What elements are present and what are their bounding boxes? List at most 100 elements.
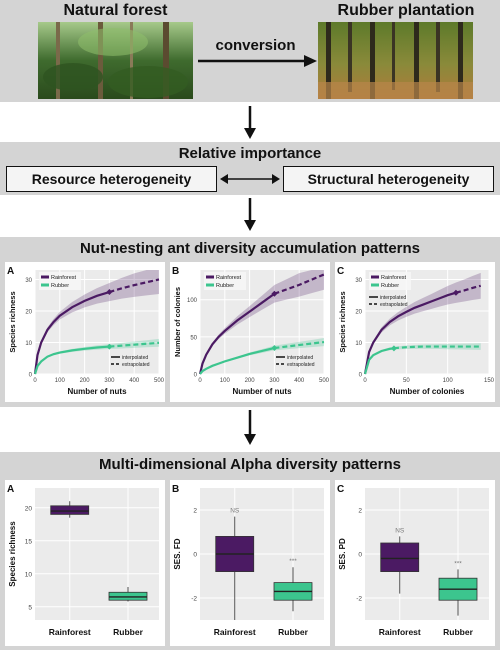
double-arrow [220,174,280,184]
panel-letter: A [7,484,14,495]
interpolated-line-rubber [199,346,275,375]
y-tick-label: 0 [358,552,362,559]
ci-band-rainforest [365,272,481,374]
x-axis-label: Number of colonies [390,387,465,396]
down-arrow-2 [244,198,256,231]
y-tick-label: 2 [193,508,197,515]
structural-heterogeneity-label: Structural heterogeneity [307,171,470,187]
interpolated-line-rubber [363,347,395,375]
y-axis-label: Number of colonies [173,287,182,357]
category-label-rubber: Rubber [113,627,143,637]
panel-letter: B [172,266,179,277]
legend-label-rainforest: Rainforest [381,275,407,281]
interpolated-line-rainforest [363,291,457,375]
y-tick-label: 0 [194,373,198,379]
observed-point-rubber [106,343,113,350]
extrapolated-line-rainforest [109,278,160,294]
significance-rubber: *** [289,558,297,565]
y-tick-label: 10 [25,341,32,347]
conversion-label: conversion [215,37,296,54]
x-tick-label: 400 [129,378,140,384]
x-tick-label: 0 [363,378,367,384]
extrapolated-line-rubber [393,345,481,350]
conversion-arrow [198,55,317,67]
accumulation-chart-a: 0 10 20 30 0 100 200 300 400 500 Rainforest Rubber i… [5,262,165,402]
x-tick-label: 400 [294,378,305,384]
legend-box [204,272,246,290]
alpha-chart-c-svg: -2 0 2 Rainforest NS Rubber *** C SES. PD [337,484,489,637]
structural-heterogeneity-box: Structural heterogeneity [283,166,494,192]
observed-point-rainforest [271,290,278,297]
significance-rainforest: NS [230,508,240,515]
category-label-rainforest: Rainforest [49,627,91,637]
x-tick-label: 300 [269,378,280,384]
accumulation-chart-c: 0 10 20 30 0 50 100 150 Rainforest Rubber interpol… [335,262,495,402]
y-tick-label: 10 [355,341,362,347]
down-arrow-1 [244,106,256,139]
legend-label-rubber: Rubber [51,283,69,289]
x-tick-label: 100 [443,378,454,384]
observed-point-rainforest [106,289,113,296]
alpha-chart-b: -2 0 2 Rainforest NS Rubber *** B SES. FD [170,480,330,646]
significance-rainforest: NS [395,527,405,534]
x-axis-label: Number of nuts [67,387,127,396]
legend-label-rubber: Rubber [216,283,234,289]
interpolated-line-rainforest [33,291,110,375]
x-tick-label: 0 [33,378,37,384]
down-arrow-3 [244,410,256,445]
legend-label-interpolated: interpolated [122,355,148,361]
legend-label-extrapolated: extrapolated [287,362,315,368]
y-tick-label: 2 [358,508,362,515]
resource-heterogeneity-label: Resource heterogeneity [31,171,192,187]
legend-label-rainforest: Rainforest [216,275,242,281]
extrapolated-line-rubber [109,341,160,348]
legend-label-interpolated: interpolated [380,295,406,301]
y-axis-label: SES. FD [173,538,182,569]
box-rainforest [50,505,90,515]
legend-label-extrapolated: extrapolated [380,302,408,308]
x-tick-label: 200 [245,378,256,384]
x-tick-label: 0 [198,378,202,384]
x-tick-label: 150 [484,378,495,384]
interpolated-line-rainforest [198,292,276,375]
alpha-chart-a-svg: 5 10 15 20 Rainforest Rubber A Species richness [7,484,159,637]
x-tick-label: 50 [403,378,410,384]
y-tick-label: 20 [355,309,362,315]
y-tick-label: 20 [25,505,33,512]
y-axis-label: SES. PD [338,538,347,570]
y-tick-label: 20 [25,309,32,315]
y-tick-label: 5 [28,604,32,611]
y-tick-label: 30 [25,278,32,284]
observed-point-rubber [271,345,278,351]
extrapolated-line-rainforest [274,273,325,295]
rubber-plantation-label: Rubber plantation [337,2,475,19]
ci-band-rainforest [35,270,159,374]
panel-letter: C [337,484,344,495]
legend-label-rainforest: Rainforest [51,275,77,281]
x-tick-label: 100 [55,378,66,384]
category-label-rainforest: Rainforest [214,627,256,637]
y-tick-label: -2 [356,596,362,603]
category-label-rubber: Rubber [278,627,308,637]
resource-heterogeneity-box: Resource heterogeneity [6,166,217,192]
importance-title: Relative importance [178,145,322,162]
y-axis-label: Species richness [8,291,17,352]
box-rainforest [380,542,420,573]
category-label-rainforest: Rainforest [379,627,421,637]
accumulation-chart-c-svg: 0 10 20 30 0 50 100 150 Rainforest Rubber interpol… [337,266,495,396]
alpha-title: Multi-dimensional Alpha diversity patter… [99,456,401,473]
y-tick-label: 15 [25,538,33,545]
x-tick-label: 500 [154,378,165,384]
y-tick-label: 0 [29,373,33,379]
rubber-plantation-photo [318,22,473,99]
extrapolated-line-rainforest [455,284,482,294]
legend-box [369,272,411,290]
observed-point-rainforest [452,289,459,296]
accumulation-chart-b-svg: 0 50 100 0 100 200 300 400 500 Rainforest Rubber in… [172,266,330,396]
alpha-chart-c: -2 0 2 Rainforest NS Rubber *** C SES. PD [335,480,495,646]
y-axis-label: Species richness [8,521,17,587]
accumulation-chart-b: 0 50 100 0 100 200 300 400 500 Rainforest Rubber in… [170,262,330,402]
y-tick-label: 50 [190,335,197,341]
observed-point-rubber [390,345,397,352]
